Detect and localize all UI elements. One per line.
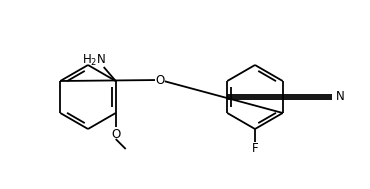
Text: O: O	[111, 128, 120, 140]
Text: N: N	[336, 91, 345, 104]
Text: F: F	[252, 143, 258, 156]
Text: H$_2$N: H$_2$N	[82, 53, 106, 67]
Text: O: O	[155, 74, 165, 87]
